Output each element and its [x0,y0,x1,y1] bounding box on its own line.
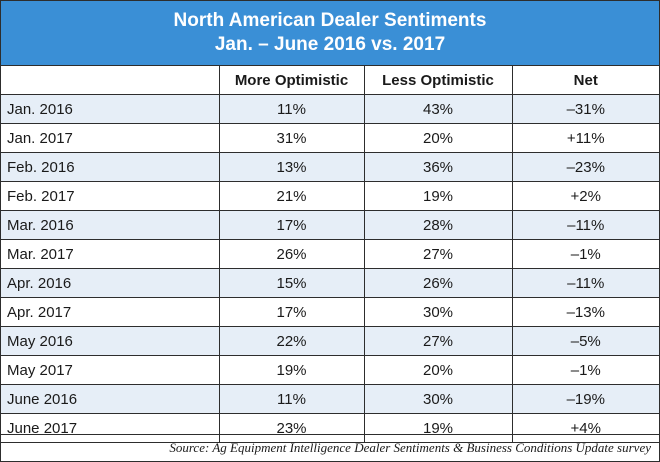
less-optimistic-cell: 36% [363,152,513,182]
more-optimistic-cell: 22% [218,326,365,356]
period-cell: Feb. 2016 [1,152,220,182]
more-optimistic-cell: 26% [218,239,365,269]
net-cell: –1% [511,355,659,385]
less-optimistic-cell: 30% [363,384,513,414]
period-cell: May 2016 [1,326,220,356]
less-optimistic-cell: 28% [363,210,513,240]
column-header-net: Net [511,66,659,95]
table-row: Feb. 2017 21% 19% +2% [1,181,659,211]
period-cell: June 2017 [1,413,220,443]
column-header-more-optimistic: More Optimistic [218,66,365,95]
table-row: Mar. 2016 17% 28% –11% [1,210,659,240]
net-cell: –31% [511,94,659,124]
period-cell: Mar. 2016 [1,210,220,240]
net-cell: –1% [511,239,659,269]
net-cell: +2% [511,181,659,211]
period-cell: Jan. 2017 [1,123,220,153]
net-cell: –13% [511,297,659,327]
net-cell: +11% [511,123,659,153]
column-header-period [1,66,220,95]
more-optimistic-cell: 19% [218,355,365,385]
less-optimistic-cell: 19% [363,413,513,443]
net-cell: –11% [511,210,659,240]
table-body: Jan. 2016 11% 43% –31% Jan. 2017 31% 20% +11% Fe… [1,94,659,443]
less-optimistic-cell: 27% [363,326,513,356]
period-cell: Apr. 2017 [1,297,220,327]
more-optimistic-cell: 13% [218,152,365,182]
less-optimistic-cell: 20% [363,355,513,385]
title-line-2: Jan. – June 2016 vs. 2017 [214,34,446,55]
more-optimistic-cell: 11% [218,384,365,414]
table-row: Apr. 2016 15% 26% –11% [1,268,659,298]
table-title: North American Dealer Sentiments Jan. – … [1,1,659,66]
period-cell: Apr. 2016 [1,268,220,298]
net-cell: –11% [511,268,659,298]
period-cell: Feb. 2017 [1,181,220,211]
period-cell: May 2017 [1,355,220,385]
table-row: Apr. 2017 17% 30% –13% [1,297,659,327]
net-cell: +4% [511,413,659,443]
net-cell: –5% [511,326,659,356]
source-note: Source: Ag Equipment Intelligence Dealer… [1,434,659,461]
header-row: More Optimistic Less Optimistic Net [1,66,659,95]
table-row: June 2017 23% 19% +4% [1,413,659,443]
net-cell: –23% [511,152,659,182]
less-optimistic-cell: 43% [363,94,513,124]
more-optimistic-cell: 31% [218,123,365,153]
sentiment-table: More Optimistic Less Optimistic Net Jan.… [1,66,659,443]
less-optimistic-cell: 20% [363,123,513,153]
period-cell: June 2016 [1,384,220,414]
table-row: Feb. 2016 13% 36% –23% [1,152,659,182]
more-optimistic-cell: 11% [218,94,365,124]
less-optimistic-cell: 19% [363,181,513,211]
table-row: May 2017 19% 20% –1% [1,355,659,385]
less-optimistic-cell: 26% [363,268,513,298]
table-row: Jan. 2016 11% 43% –31% [1,94,659,124]
title-line-1: North American Dealer Sentiments [173,10,487,31]
more-optimistic-cell: 23% [218,413,365,443]
table-row: Mar. 2017 26% 27% –1% [1,239,659,269]
more-optimistic-cell: 21% [218,181,365,211]
table-row: May 2016 22% 27% –5% [1,326,659,356]
more-optimistic-cell: 17% [218,297,365,327]
column-header-less-optimistic: Less Optimistic [363,66,513,95]
more-optimistic-cell: 15% [218,268,365,298]
period-cell: Mar. 2017 [1,239,220,269]
net-cell: –19% [511,384,659,414]
less-optimistic-cell: 27% [363,239,513,269]
table-row: June 2016 11% 30% –19% [1,384,659,414]
period-cell: Jan. 2016 [1,94,220,124]
more-optimistic-cell: 17% [218,210,365,240]
table-row: Jan. 2017 31% 20% +11% [1,123,659,153]
less-optimistic-cell: 30% [363,297,513,327]
